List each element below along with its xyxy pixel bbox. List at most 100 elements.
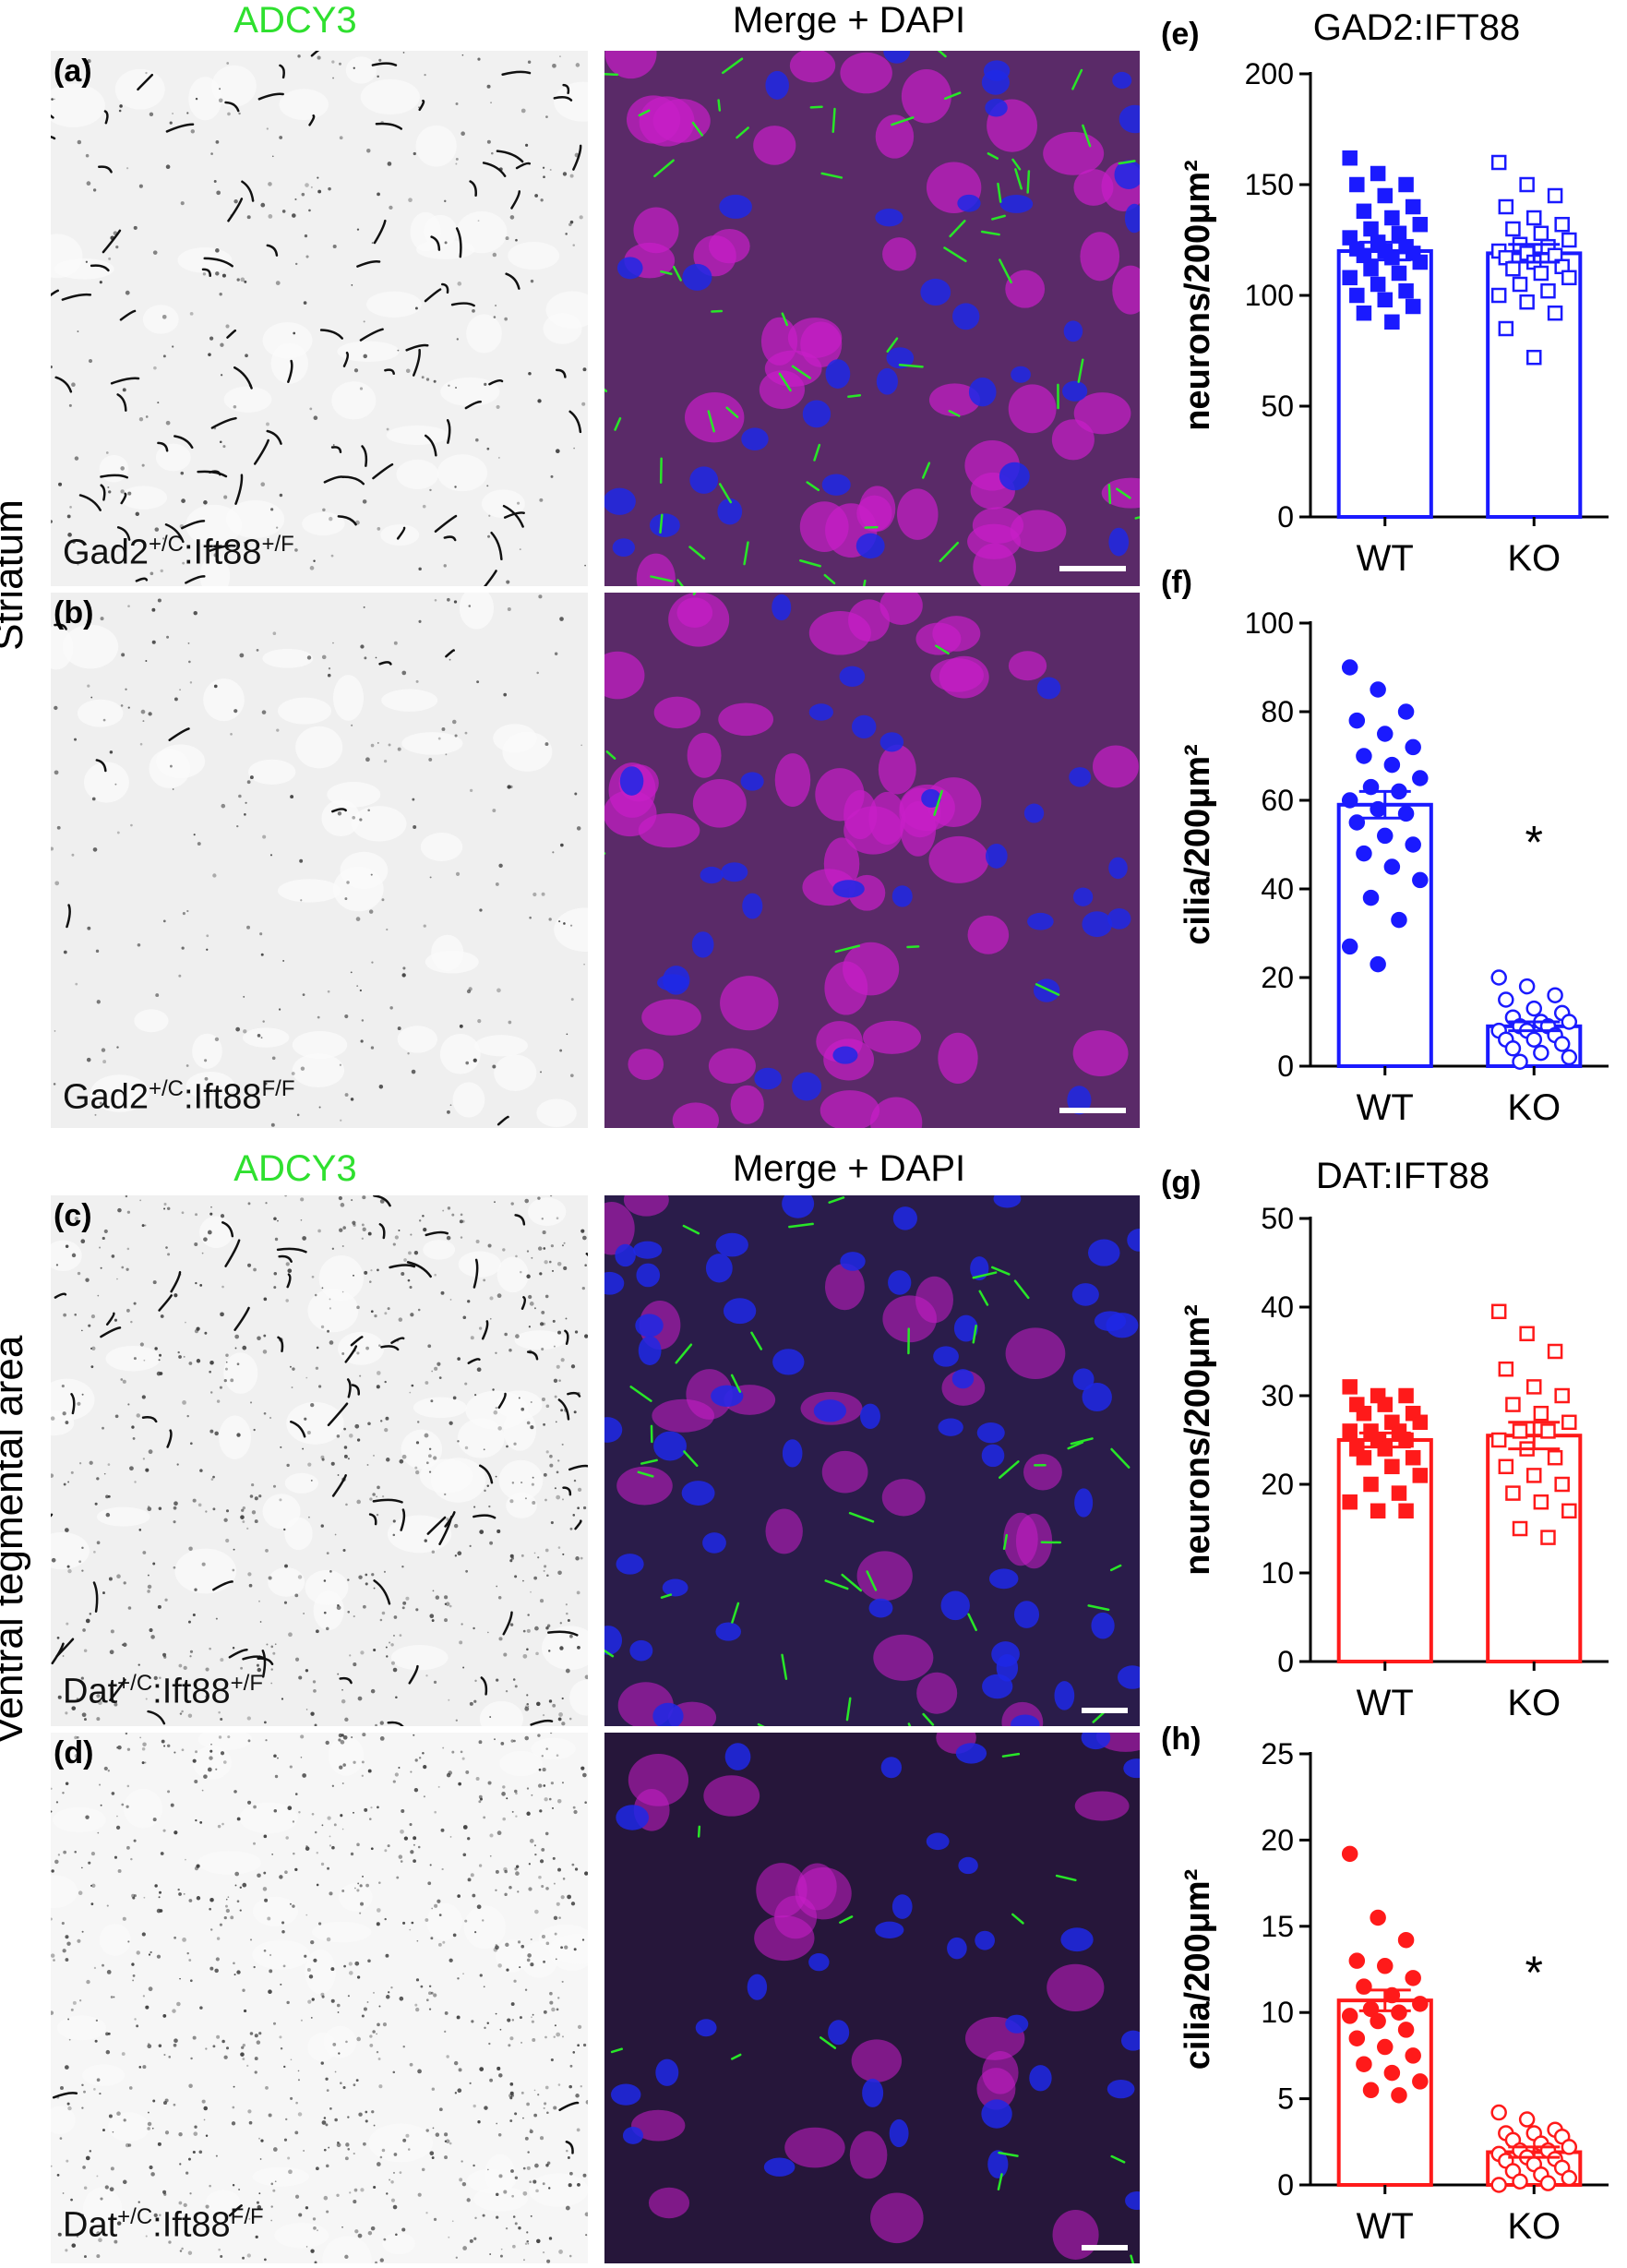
cilium-mark <box>384 368 395 376</box>
cilium-mark <box>92 1581 99 1613</box>
data-point <box>1363 221 1379 237</box>
cilium-mark <box>137 73 154 91</box>
nucleus <box>629 1639 653 1662</box>
cilium-mark <box>806 481 820 492</box>
nucleus <box>700 866 724 884</box>
nucleus <box>724 1743 751 1770</box>
nucleus <box>1107 2080 1135 2099</box>
cilium-mark <box>757 1722 765 1726</box>
cilium-mark <box>1077 358 1084 383</box>
data-point <box>1383 858 1401 875</box>
cilium-mark <box>170 1271 182 1293</box>
data-point <box>1398 1387 1414 1404</box>
cell-body <box>708 1048 756 1085</box>
cilium-mark <box>610 2047 623 2054</box>
cell-body <box>1005 270 1046 308</box>
nucleus <box>1067 1086 1092 1115</box>
cilium-mark <box>164 523 185 544</box>
cell-body <box>604 51 657 79</box>
nucleus <box>947 1937 967 1960</box>
cell-body <box>623 1195 669 1217</box>
cilium-mark <box>405 343 429 352</box>
cilium-mark <box>659 513 664 534</box>
genotype-label-b: Gad2+/C:Ift88F/F <box>63 1076 295 1117</box>
cilium-mark <box>228 2204 243 2217</box>
nucleus <box>1071 1283 1099 1306</box>
cilium-mark <box>672 265 682 282</box>
cilium-mark <box>342 351 350 367</box>
cilium-mark <box>331 808 347 813</box>
y-tick-label: 0 <box>1277 500 1294 534</box>
adcy3-image-c <box>51 1195 588 1726</box>
cilium-mark <box>683 1450 699 1468</box>
nucleus <box>616 1554 644 1575</box>
cilium-mark <box>939 541 960 562</box>
cilium-mark <box>937 51 947 58</box>
cilium-mark <box>54 623 67 630</box>
cilium-mark <box>799 559 821 568</box>
cilium-mark <box>319 329 344 340</box>
cilium-mark <box>228 1648 248 1659</box>
cell-body <box>633 207 679 254</box>
data-point <box>1518 978 1536 995</box>
data-point <box>1405 1449 1421 1466</box>
x-tick-label: KO <box>1507 538 1561 579</box>
cell-body <box>708 229 750 264</box>
scale-bar <box>1082 2245 1128 2250</box>
y-tick-label: 50 <box>1261 1202 1294 1235</box>
cilium-mark <box>441 282 449 294</box>
cilium-mark <box>116 393 127 413</box>
nucleus <box>619 766 644 796</box>
nucleus <box>1081 1733 1111 1750</box>
cilium-mark <box>831 107 836 134</box>
cilium-mark <box>323 475 345 484</box>
nucleus <box>981 2099 1012 2129</box>
cilium-mark <box>736 126 749 139</box>
cilium-mark <box>331 1474 347 1497</box>
cell-body <box>815 768 865 822</box>
cilium-mark <box>637 1470 654 1478</box>
data-point <box>1348 2030 1366 2046</box>
nucleus <box>1106 1313 1139 1338</box>
cilium-mark <box>650 575 674 582</box>
cell-body <box>753 126 796 165</box>
data-point <box>1561 1049 1578 1066</box>
cell-body <box>916 1672 958 1714</box>
x-tick-label: KO <box>1507 1683 1561 1723</box>
cell-body <box>636 553 676 586</box>
data-point <box>1561 1414 1577 1431</box>
nucleus <box>1107 907 1131 930</box>
data-point <box>1362 2000 1380 2018</box>
y-axis-label: cilia/200μm² <box>1178 1869 1217 2070</box>
cell-body <box>856 495 892 532</box>
cell-body <box>1052 2209 1099 2260</box>
cilium-mark <box>1109 1564 1122 1572</box>
cilium-mark <box>530 1719 554 1726</box>
cell-body <box>787 318 843 358</box>
cilium-mark <box>1067 1441 1084 1450</box>
cell-body <box>901 69 951 124</box>
nucleus <box>840 1252 866 1271</box>
cell-body <box>1112 265 1140 315</box>
cilium-mark <box>380 1345 400 1351</box>
data-point <box>1405 298 1421 315</box>
nucleus <box>951 1369 975 1389</box>
nucleus <box>1114 160 1140 189</box>
cilium-mark <box>1116 487 1131 499</box>
cilium-mark <box>341 475 365 486</box>
cilium-mark <box>1055 1874 1077 1882</box>
nucleus <box>1124 203 1140 234</box>
data-point <box>1533 1044 1549 1062</box>
cilium-mark <box>368 1513 377 1526</box>
data-point <box>1348 1952 1366 1969</box>
cilium-mark <box>574 1519 582 1530</box>
data-point <box>1398 1432 1414 1448</box>
cilium-mark <box>562 83 570 95</box>
cell-body <box>819 1090 880 1128</box>
cilium-mark <box>241 180 255 202</box>
data-point <box>1377 827 1394 845</box>
bar <box>1336 1998 1433 2187</box>
cilium-mark <box>722 57 744 75</box>
cilium-mark <box>185 575 206 584</box>
cilium-mark <box>482 162 507 177</box>
